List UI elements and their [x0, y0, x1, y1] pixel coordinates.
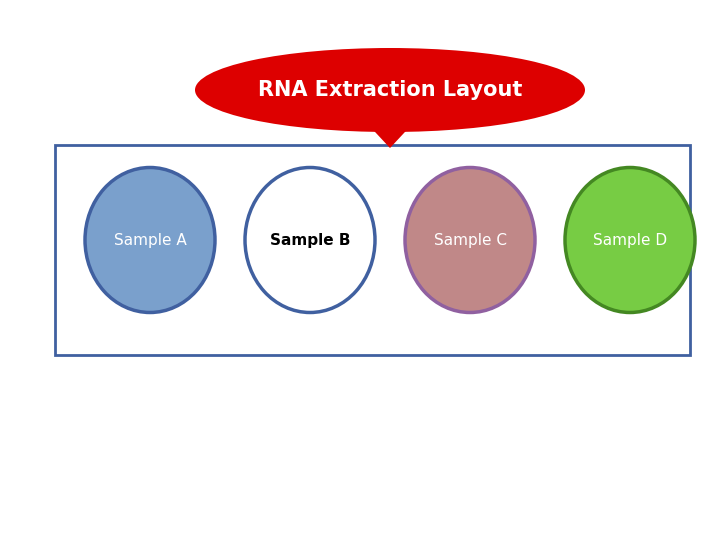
- Text: Sample C: Sample C: [433, 233, 506, 247]
- Text: Sample D: Sample D: [593, 233, 667, 247]
- Ellipse shape: [405, 167, 535, 313]
- Text: Sample A: Sample A: [114, 233, 186, 247]
- Polygon shape: [362, 118, 418, 148]
- Ellipse shape: [195, 48, 585, 132]
- Polygon shape: [55, 145, 690, 355]
- Text: Sample B: Sample B: [270, 233, 350, 247]
- Ellipse shape: [245, 167, 375, 313]
- Ellipse shape: [565, 167, 695, 313]
- Ellipse shape: [85, 167, 215, 313]
- Text: RNA Extraction Layout: RNA Extraction Layout: [258, 80, 522, 100]
